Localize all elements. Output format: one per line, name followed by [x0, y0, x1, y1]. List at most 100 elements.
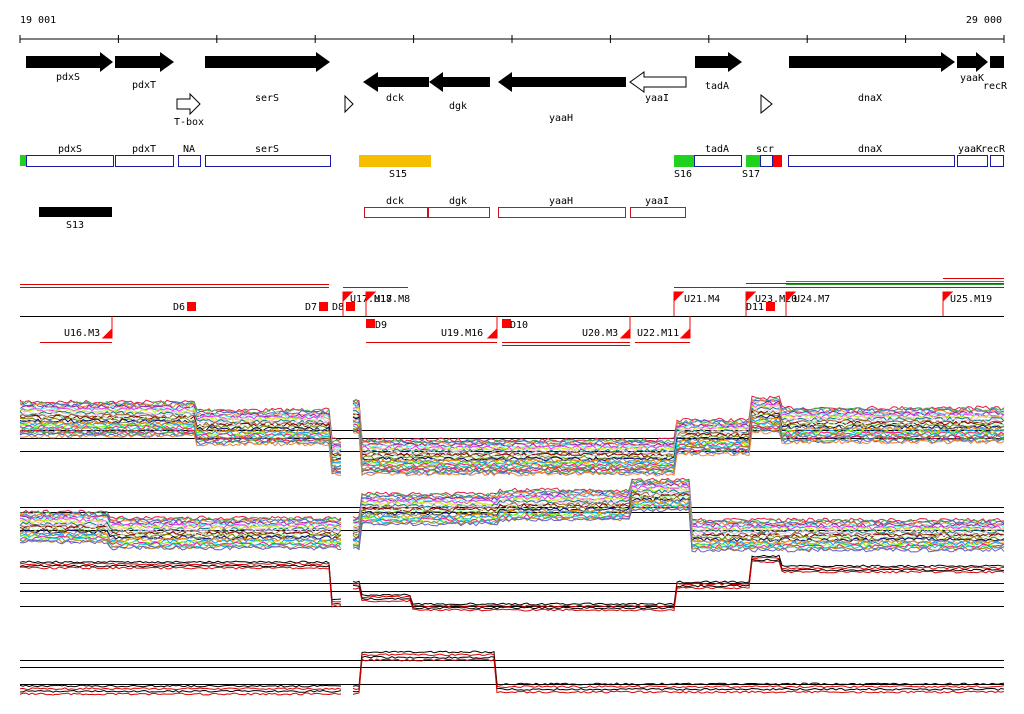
profile-line	[19, 529, 342, 541]
range-lines-lower	[40, 342, 690, 346]
breakpoint-flag-U22[interactable]	[679, 316, 691, 339]
box-serS[interactable]	[205, 155, 331, 167]
profile-line	[19, 512, 342, 524]
profile-line	[19, 418, 342, 461]
gene-arrow-yaaH[interactable]	[498, 72, 626, 92]
gene-label-tadA: tadA	[705, 81, 729, 92]
box-dnaX[interactable]	[788, 155, 955, 167]
profile-line	[352, 425, 1005, 474]
tbox-label: T-box	[174, 117, 204, 128]
profile-line	[352, 653, 1005, 691]
profile-line	[352, 485, 1005, 531]
breakpoint-marker-D9[interactable]	[366, 319, 375, 328]
profile-line	[352, 483, 1005, 528]
segment-label-S13: S13	[66, 220, 84, 231]
breakpoint-track: D6 D7 D8 U17.M17 U18.M8 U21.M4 U23.M20 D…	[20, 278, 1004, 346]
profile-line	[19, 432, 342, 475]
box-yaaI[interactable]	[630, 207, 686, 218]
breakpoint-flag-U20[interactable]	[619, 316, 631, 339]
gene-arrow-tadA[interactable]	[695, 52, 742, 72]
minus-strand-profile-panel	[19, 477, 1005, 553]
segment-scr-end	[773, 155, 782, 167]
breakpoint-flag-U25[interactable]	[942, 291, 954, 316]
breakpoint-label-U25: U25.M19	[950, 294, 992, 305]
gene-arrow-pdxT[interactable]	[115, 52, 174, 72]
breakpoint-label-U16: U16.M3	[64, 328, 100, 339]
segment-S16[interactable]	[674, 155, 694, 167]
profile-line	[352, 494, 1005, 540]
breakpoint-label-U17: U17.M17	[350, 294, 392, 305]
breakpoint-marker-D11[interactable]	[766, 302, 775, 311]
gene-arrow-serS[interactable]	[205, 52, 330, 72]
plus-strand-track: pdxS pdxT NA serS S15 S16 tadA S17 scr d…	[20, 144, 1006, 180]
box-label-dnaX: dnaX	[858, 144, 882, 155]
gene-arrow-dck[interactable]	[363, 72, 429, 92]
box-label-pdxS: pdxS	[58, 144, 82, 155]
box-yaaH[interactable]	[498, 207, 626, 218]
terminator-icon	[760, 93, 773, 115]
profile-line	[352, 501, 1005, 547]
box-label-yaaH: yaaH	[549, 196, 573, 207]
profile-line	[19, 400, 342, 444]
breakpoint-marker-D10[interactable]	[502, 319, 511, 328]
gene-label-dnaX: dnaX	[858, 93, 882, 104]
profile-line	[352, 503, 1005, 549]
minus-strand-track: S13 dck dgk yaaH yaaI	[39, 196, 686, 231]
axis-ticks	[19, 35, 1005, 43]
profile-line	[19, 687, 342, 691]
axis-end-label: 29 000	[966, 15, 1002, 26]
gene-arrow-recR[interactable]	[990, 56, 1004, 68]
box-dgk[interactable]	[428, 207, 490, 218]
gene-arrow-yaaI[interactable]	[629, 71, 687, 93]
profile-line	[19, 414, 342, 457]
segment-S13[interactable]	[39, 207, 112, 217]
gene-arrow-pdxS[interactable]	[26, 52, 113, 72]
tbox-riboswitch-icon	[176, 92, 201, 116]
box-label-yaaI: yaaI	[645, 196, 669, 207]
gene-label-yaaI: yaaI	[645, 93, 669, 104]
gene-arrow-dgk[interactable]	[429, 72, 490, 92]
profile-line	[352, 493, 1005, 539]
profile-line	[352, 486, 1005, 532]
breakpoint-marker-D6[interactable]	[187, 302, 196, 311]
profile-line	[352, 558, 1005, 610]
gene-arrow-dnaX[interactable]	[789, 52, 955, 72]
breakpoint-flag-U18[interactable]	[365, 291, 377, 316]
gene-label-pdxS: pdxS	[56, 72, 80, 83]
profile-line	[19, 562, 342, 603]
breakpoint-flag-U16[interactable]	[101, 316, 113, 339]
breakpoint-flag-U24[interactable]	[785, 291, 797, 316]
profile-line	[20, 527, 342, 539]
box-NA[interactable]	[178, 155, 201, 167]
breakpoint-flag-U19[interactable]	[486, 316, 498, 339]
breakpoint-marker-D7[interactable]	[319, 302, 328, 311]
breakpoint-flag-U23[interactable]	[745, 291, 757, 316]
gene-track: pdxS pdxT serS dck dgk yaaH yaaI tadA dn…	[26, 52, 1008, 128]
breakpoint-flag-U17[interactable]	[342, 291, 354, 316]
box-pdxT[interactable]	[115, 155, 174, 167]
breakpoint-flag-U21[interactable]	[673, 291, 685, 316]
breakpoint-label-U21: U21.M4	[684, 294, 720, 305]
gene-arrow-yaaK[interactable]	[957, 52, 988, 72]
profile-line	[352, 554, 1005, 606]
segment-S15[interactable]	[359, 155, 431, 167]
segment-S17[interactable]	[746, 155, 760, 167]
breakpoint-marker-D8[interactable]	[346, 302, 355, 311]
gene-label-serS: serS	[255, 93, 279, 104]
box-tadA[interactable]	[694, 155, 742, 167]
profile-line	[19, 428, 342, 471]
box-yaaK[interactable]	[957, 155, 988, 167]
box-pdxS[interactable]	[26, 155, 114, 167]
box-recR[interactable]	[990, 155, 1004, 167]
gene-label-yaaH: yaaH	[549, 113, 573, 124]
box-label-tadA: tadA	[705, 144, 729, 155]
profile-line	[19, 427, 342, 471]
profile-line	[19, 401, 341, 445]
breakpoint-label-D9: D9	[375, 320, 387, 331]
box-dck[interactable]	[364, 207, 428, 218]
box-scr[interactable]	[760, 155, 773, 167]
range-lines-upper	[20, 278, 1004, 288]
gene-label-dgk: dgk	[449, 101, 467, 112]
profile-line	[352, 506, 1005, 552]
profile-line	[19, 534, 342, 546]
